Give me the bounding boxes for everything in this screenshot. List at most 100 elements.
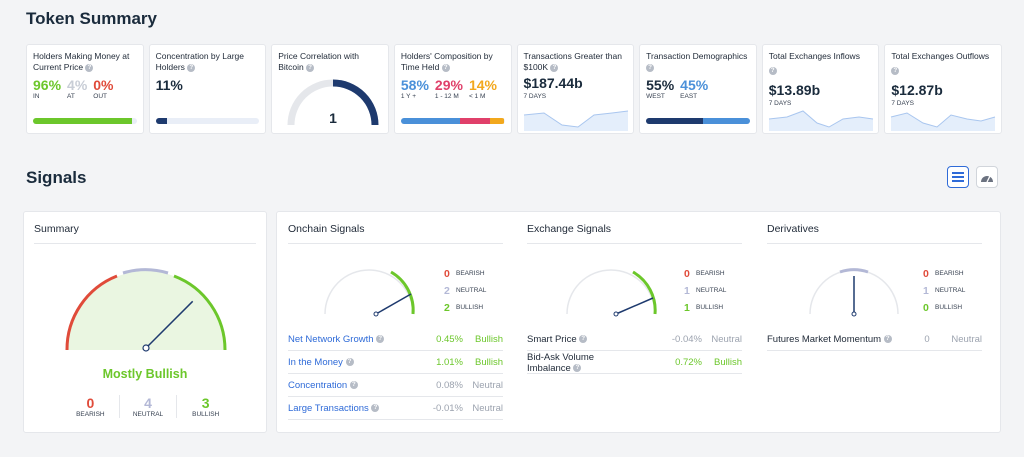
question-mark-icon[interactable]: ?: [646, 63, 655, 72]
gauge-needle: [615, 297, 654, 315]
card-price-correlation[interactable]: Price Correlation with Bitcoin ? 1: [271, 44, 389, 134]
east-percent: 45%: [680, 77, 709, 93]
needle-pivot: [613, 311, 619, 317]
composition-1-12m-label: 1 - 12 M: [434, 93, 459, 100]
sparkline: [523, 110, 628, 131]
onchain-gauge: [324, 269, 415, 317]
sparkline-line: [768, 110, 873, 128]
signal-row[interactable]: Net Network Growth ? 0.45% Bullish: [288, 329, 503, 351]
demographics-bar: [646, 118, 750, 124]
signal-row[interactable]: Smart Price ? -0.04% Neutral: [527, 329, 742, 351]
card-holders-making-money[interactable]: Holders Making Money at Current Price ? …: [26, 44, 144, 134]
segment-east: [703, 118, 750, 124]
composition-bar: [400, 118, 505, 124]
question-mark-icon[interactable]: ?: [441, 63, 450, 72]
onchain-counts: 0 BEARISH 2 NEUTRAL 2 BULLISH: [444, 266, 486, 317]
signal-row[interactable]: Large Transactions ? -0.01% Neutral: [288, 398, 503, 420]
signal-row[interactable]: Bid-Ask Volume Imbalance ? 0.72% Bullish: [527, 352, 742, 374]
neutral-count: 4: [144, 395, 152, 411]
card-holders-composition[interactable]: Holders' Composition by Time Held ? 58% 1…: [393, 44, 512, 134]
card-concentration[interactable]: Concentration by Large Holders ? 11%: [148, 44, 267, 134]
card-title: Holders Making Money at Current Price: [33, 51, 130, 72]
signal-name-link[interactable]: Large Transactions: [288, 403, 369, 414]
gauge-neutral-arc: [839, 268, 869, 274]
west-percent: 55%: [646, 77, 675, 93]
card-title: Transactions Greater than $100K: [523, 51, 622, 72]
segment-1y: [400, 118, 461, 124]
period-label: 7 DAYS: [891, 100, 915, 107]
question-mark-icon[interactable]: ?: [371, 404, 380, 413]
signal-name: Bid-Ask Volume Imbalance: [527, 351, 595, 374]
question-mark-icon[interactable]: ?: [345, 358, 354, 367]
gauge-neutral-arc: [122, 268, 169, 275]
question-mark-icon[interactable]: ?: [768, 66, 777, 75]
card-transaction-demographics[interactable]: Transaction Demographics ? 55% WEST 45% EA…: [639, 44, 757, 134]
composition-1m-percent: 14%: [468, 77, 497, 93]
composition-1y-percent: 58%: [400, 77, 429, 93]
gauge-bullish-arc: [632, 270, 657, 315]
neutral-count: 1: [923, 284, 929, 297]
sparkline-line: [523, 110, 628, 128]
at-percent: 4%: [67, 77, 88, 93]
signal-value: 0.72%: [675, 357, 702, 368]
question-mark-icon[interactable]: ?: [550, 63, 559, 72]
correlation-gauge: 1: [287, 79, 379, 126]
gauge-bullish-arc: [173, 274, 227, 351]
bearish-label: BEARISH: [456, 270, 485, 277]
signal-value: 0.45%: [436, 334, 463, 345]
sparkline: [891, 112, 996, 131]
exchange-gauge: [566, 269, 657, 317]
signals-panel: Onchain Signals 0 BEARISH 2 NEUTRAL 2 BULLI…: [276, 211, 1001, 433]
question-mark-icon[interactable]: ?: [306, 63, 315, 72]
question-mark-icon[interactable]: ?: [85, 63, 94, 72]
question-mark-icon[interactable]: ?: [349, 381, 358, 390]
neutral-label: NEUTRAL: [456, 286, 487, 294]
gauge-view-button[interactable]: [976, 166, 998, 188]
question-mark-icon[interactable]: ?: [573, 363, 582, 372]
needle-pivot: [851, 311, 857, 317]
bearish-count-block: 0 BEARISH: [62, 395, 120, 418]
question-mark-icon[interactable]: ?: [891, 66, 900, 75]
question-mark-icon[interactable]: ?: [187, 63, 196, 72]
question-mark-icon[interactable]: ?: [883, 335, 892, 344]
signal-value: 0: [924, 334, 930, 345]
exchange-counts: 0 BEARISH 1 NEUTRAL 1 BULLISH: [684, 266, 726, 317]
bullish-count: 2: [444, 301, 450, 314]
signal-name-link[interactable]: In the Money: [288, 357, 343, 368]
bearish-label: BEARISH: [696, 270, 725, 277]
card-exchange-outflows[interactable]: Total Exchanges Outflows ? $12.87b 7 DAY…: [884, 44, 1002, 134]
correlation-value: 1: [329, 110, 337, 126]
neutral-count: 1: [684, 284, 690, 297]
signal-row[interactable]: In the Money ? 1.01% Bullish: [288, 352, 503, 374]
bearish-count: 0: [923, 268, 929, 280]
signal-name-link[interactable]: Net Network Growth: [288, 334, 374, 345]
derivatives-gauge: [809, 268, 899, 317]
concentration-value: 11%: [155, 77, 183, 93]
signal-label: Neutral: [472, 380, 503, 391]
signals-heading: Signals: [26, 168, 87, 187]
card-exchange-inflows[interactable]: Total Exchanges Inflows ? $13.89b 7 DAYS: [761, 44, 880, 134]
in-percent: 96%: [33, 77, 62, 93]
signal-value: -0.04%: [671, 334, 702, 345]
summary-verdict: Mostly Bullish: [102, 367, 188, 381]
exchange-title: Exchange Signals: [527, 223, 612, 235]
period-label: 7 DAYS: [523, 93, 547, 100]
neutral-label: NEUTRAL: [935, 286, 966, 294]
question-mark-icon[interactable]: ?: [376, 335, 385, 344]
in-label: IN: [33, 93, 40, 100]
signal-name: Smart Price: [527, 334, 577, 345]
question-mark-icon[interactable]: ?: [579, 335, 588, 344]
signal-row[interactable]: Concentration ? 0.08% Neutral: [288, 375, 503, 397]
signal-row[interactable]: Futures Market Momentum ? 0 Neutral: [767, 329, 982, 351]
composition-1y-label: 1 Y +: [400, 93, 416, 100]
sparkline-area: [523, 111, 628, 131]
signal-label: Bullish: [475, 334, 503, 345]
card-transactions-greater[interactable]: Transactions Greater than $100K ? $187.4…: [516, 44, 635, 134]
signal-name-link[interactable]: Concentration: [288, 380, 348, 391]
out-percent: 0%: [93, 77, 114, 93]
card-title: Total Exchanges Outflows: [891, 51, 990, 61]
neutral-label: NEUTRAL: [696, 286, 727, 294]
signal-label: Neutral: [472, 403, 503, 414]
gauge-bearish-arc: [65, 274, 118, 351]
list-view-button[interactable]: [947, 166, 969, 188]
